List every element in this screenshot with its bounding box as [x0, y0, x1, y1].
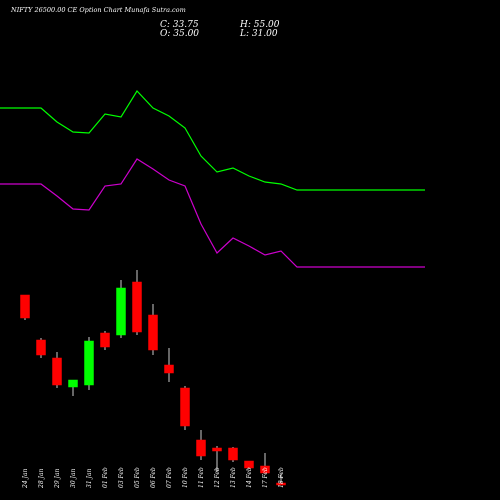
x-tick-label: 31 Jan [86, 468, 93, 488]
chart-title: NIFTY 26500.00 CE Option Chart Munafa Su… [11, 6, 186, 14]
x-tick-label: 17 Feb [262, 467, 269, 488]
x-tick-label: 03 Feb [118, 467, 125, 488]
candle-body [212, 447, 222, 452]
candle-body [100, 332, 110, 348]
close-value: C: 33.75 [160, 20, 199, 30]
candle-body [20, 294, 30, 319]
x-tick-label: 18 Feb [278, 467, 285, 488]
x-tick-label: 10 Feb [182, 467, 189, 488]
upper-band-line [0, 90, 425, 191]
low-value: L: 31.00 [240, 29, 278, 39]
x-tick-label: 07 Feb [166, 467, 173, 488]
high-value: H: 55.00 [240, 20, 280, 30]
candle-body [84, 340, 94, 386]
x-tick-label: 13 Feb [230, 467, 237, 488]
lower-band-line [0, 158, 425, 268]
x-tick-label: 12 Feb [214, 467, 221, 488]
x-tick-label: 24 Jan [22, 468, 29, 489]
x-tick-label: 30 Jan [70, 468, 77, 488]
x-tick-label: 01 Feb [102, 467, 109, 488]
candle-body [148, 314, 158, 351]
open-value: O: 35.00 [160, 29, 200, 39]
candle-body [132, 281, 142, 333]
x-tick-label: 05 Feb [134, 467, 141, 488]
candle-body [180, 387, 190, 427]
candle-body [116, 287, 126, 336]
x-tick-label: 06 Feb [150, 467, 157, 488]
x-tick-label: 29 Jan [54, 468, 61, 489]
candle-body [228, 447, 238, 461]
candle-body [52, 357, 62, 386]
candle-body [244, 460, 254, 469]
candle-body [164, 364, 174, 374]
candle-body [68, 379, 78, 388]
x-tick-label: 14 Feb [246, 467, 253, 488]
candle-body [276, 482, 286, 486]
x-tick-label: 11 Feb [198, 467, 205, 488]
x-tick-label: 28 Jan [38, 468, 45, 489]
candle-body [36, 339, 46, 356]
candle-body [260, 465, 270, 474]
candle-body [196, 439, 206, 457]
